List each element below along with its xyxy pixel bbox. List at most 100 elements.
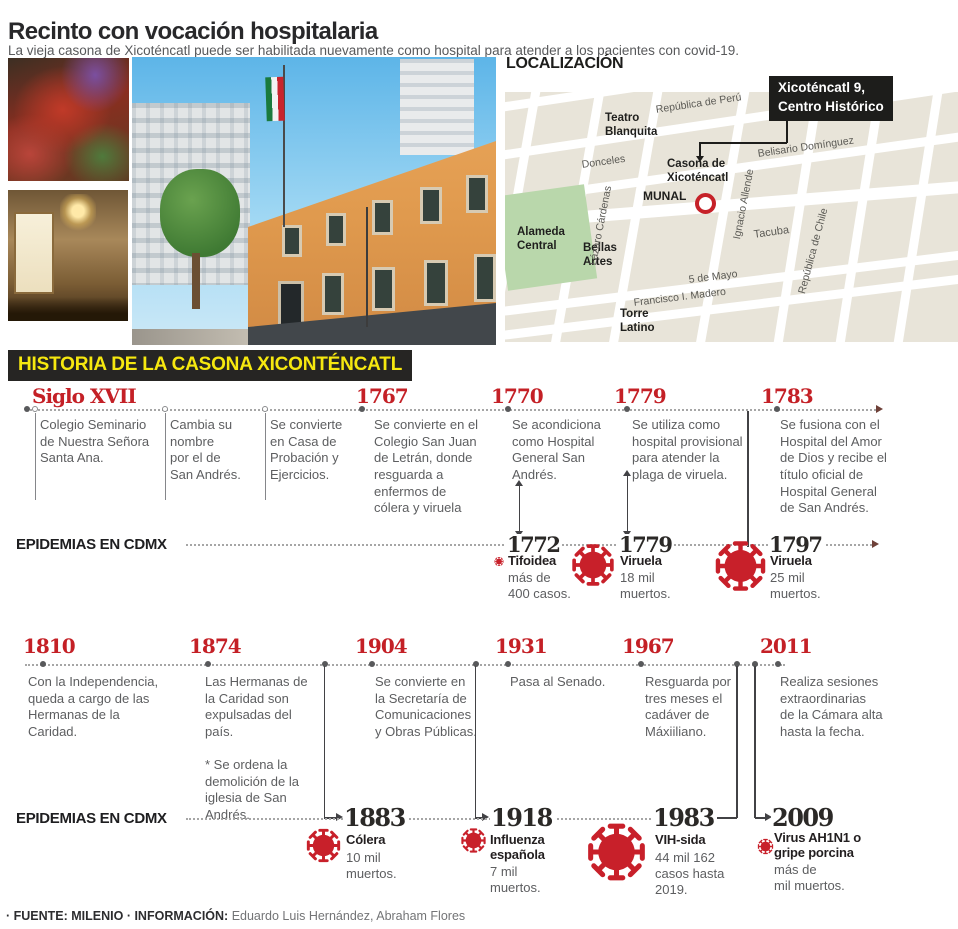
window <box>282 225 302 257</box>
timeline2-year: 1874 <box>189 634 242 658</box>
virus-icon <box>460 825 487 856</box>
timeline-dot <box>774 406 780 412</box>
timeline-ring <box>32 406 38 412</box>
timeline2-year: 1904 <box>355 634 408 658</box>
timeline1-event: Se utiliza como hospital provisional par… <box>632 417 743 482</box>
callout-connector <box>699 142 787 144</box>
timeline-dot <box>40 661 46 667</box>
timeline2-event: Con la Independencia, queda a cargo de l… <box>28 674 159 739</box>
window <box>424 260 448 306</box>
virus-icon <box>713 535 768 597</box>
epidemic-year: 1772 <box>506 534 563 555</box>
timeline1-event: Se convierte en el Colegio San Juan de L… <box>374 417 479 516</box>
chandelier-icon <box>60 194 96 232</box>
connector-arrow-icon <box>336 813 343 821</box>
timeline-dot <box>205 661 211 667</box>
lamppost <box>366 207 368 327</box>
window <box>372 200 393 235</box>
timeline-dot <box>624 406 630 412</box>
virus-icon <box>494 556 504 567</box>
timeline2-year: 1967 <box>622 634 675 658</box>
timeline1-year: 1770 <box>491 384 544 408</box>
timeline1-year: Siglo XVII <box>32 384 137 408</box>
timeline-stem <box>264 413 266 500</box>
connector-line <box>736 666 738 818</box>
timeline2-event: Pasa al Senado. <box>510 674 606 689</box>
epidemic-year: 1797 <box>768 534 825 555</box>
epidemic-name: Virus AH1N1 o gripe porcina <box>774 830 861 861</box>
connector-line <box>754 666 756 818</box>
epidemic-year: 1779 <box>618 534 675 555</box>
timeline2-year: 1810 <box>23 634 76 658</box>
epidemic-name: Viruela <box>770 553 812 568</box>
mural-photo <box>8 58 129 181</box>
connector-line <box>475 817 483 819</box>
timeline-dot <box>359 406 365 412</box>
epidemic-year: 1983 <box>652 806 717 830</box>
virus-icon <box>305 822 342 869</box>
connector-arrow-icon <box>482 813 489 821</box>
timeline-dot <box>369 661 375 667</box>
timeline-dot <box>505 406 511 412</box>
interior-photo <box>8 190 128 321</box>
timeline1-year: 1783 <box>761 384 814 408</box>
map-label-torre-latino: Torre Latino <box>620 308 655 334</box>
map-label-munal: MUNAL <box>643 189 687 203</box>
map-label-casona: Casona de Xicoténcatl <box>667 158 729 184</box>
timeline-stem <box>34 413 36 500</box>
epidemic-year: 1918 <box>490 806 555 830</box>
building-photo <box>132 57 496 345</box>
window <box>474 254 496 302</box>
window <box>372 267 395 311</box>
timeline2-year: 2011 <box>760 634 813 658</box>
location-map: Teatro Blanquita República de Perú Donce… <box>505 92 958 342</box>
connector-line <box>626 476 628 532</box>
sidewalk <box>132 329 252 345</box>
section-banner: HISTORIA DE LA CASONA XICONTÉNCATL <box>8 350 413 381</box>
timeline1-event: Se fusiona con el Hospital del Amor de D… <box>780 417 887 516</box>
epidemics-label: EPIDEMIAS EN CDMX <box>16 536 167 553</box>
timeline-dot <box>752 661 758 667</box>
timeline1-arrow-icon <box>876 405 883 413</box>
callout-connector <box>786 120 788 143</box>
connector-line <box>323 666 325 818</box>
epidemic-detail: 25 mil muertos. <box>770 570 821 601</box>
callout-arrow-icon <box>696 156 704 162</box>
page-subtitle: La vieja casona de Xicoténcatl puede ser… <box>8 42 739 58</box>
mexican-flag-icon <box>265 76 285 122</box>
window <box>420 187 442 224</box>
epidemic-name: VIH-sida <box>655 832 706 847</box>
street <box>833 92 886 342</box>
epidemic-detail: más de 400 casos. <box>508 570 571 601</box>
connector-line <box>324 817 337 819</box>
timeline1-year: 1767 <box>356 384 409 408</box>
page-title: Recinto con vocación hospitalaria <box>8 18 378 46</box>
connector-line <box>474 666 476 818</box>
timeline2-year: 1931 <box>495 634 548 658</box>
timeline-dot <box>473 661 479 667</box>
source-label: · FUENTE: MILENIO · INFORMACIÓN: <box>6 909 229 923</box>
virus-icon <box>570 539 616 591</box>
map-label-alameda: Alameda Central <box>517 226 565 252</box>
timeline-dot <box>24 406 30 412</box>
timeline2-axis <box>25 664 785 666</box>
window <box>322 273 344 315</box>
epidemic-detail: 18 mil muertos. <box>620 570 671 601</box>
virus-icon <box>585 814 648 890</box>
epidemics2-axis <box>186 818 698 820</box>
epidemic-year: 1883 <box>343 806 408 830</box>
map-heading: LOCALIZACIÓN <box>506 55 624 72</box>
timeline2-event: Realiza sesiones extraordinarias de la C… <box>780 674 883 739</box>
epidemic-detail: 44 mil 162 casos hasta 2019. <box>655 850 725 897</box>
tree-trunk <box>192 253 200 309</box>
connector-line <box>708 817 737 819</box>
virus-icon <box>757 837 774 856</box>
tree <box>160 169 240 257</box>
timeline-ring <box>262 406 268 412</box>
map-label-peru: República de Perú <box>655 92 743 116</box>
epidemic-year: 2009 <box>771 806 836 830</box>
timeline1-axis <box>25 409 876 411</box>
map-label-bellas-artes: Bellas Artes <box>583 242 617 268</box>
timeline1-event: Cambia su nombre por el de San Andrés. <box>170 417 241 482</box>
